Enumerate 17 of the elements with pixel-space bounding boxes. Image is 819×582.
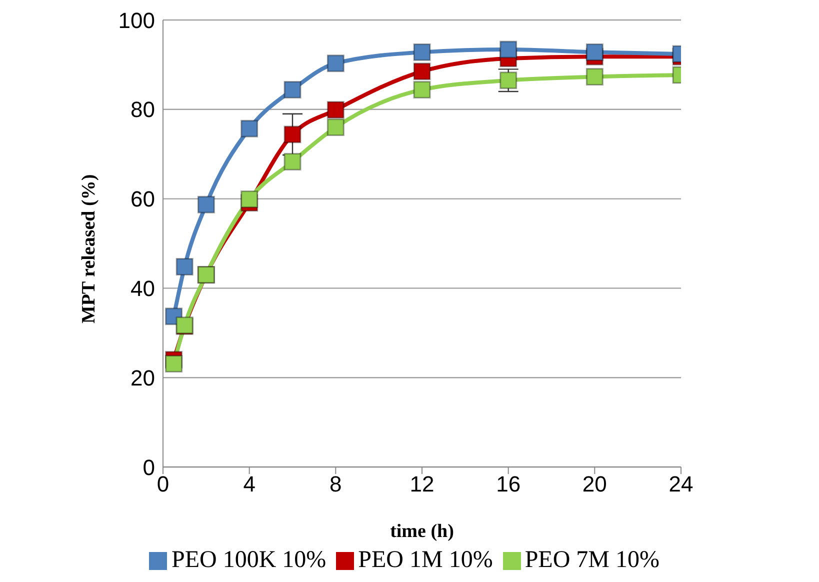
y-tick-label: 100: [118, 8, 155, 33]
y-tick-label: 40: [130, 276, 155, 302]
x-tick-label: 20: [582, 472, 607, 497]
x-axis-title: time (h): [390, 521, 454, 542]
y-tick-label: 20: [130, 365, 155, 390]
x-tick-label: 24: [668, 472, 694, 497]
y-tick-label: 60: [130, 186, 155, 212]
legend-label: PEO 1M 10%: [358, 547, 493, 573]
legend-label: PEO 100K 10%: [171, 547, 326, 573]
y-tick-label: 80: [130, 97, 155, 122]
x-tick-label: 8: [330, 472, 342, 497]
y-axis-title: MPT released (%): [78, 174, 100, 324]
legend-label: PEO 7M 10%: [524, 547, 660, 573]
x-tick-label: 4: [243, 472, 256, 497]
y-tick-label: 0: [142, 454, 155, 480]
x-tick-label: 12: [410, 472, 434, 497]
x-tick-label: 16: [496, 472, 521, 497]
